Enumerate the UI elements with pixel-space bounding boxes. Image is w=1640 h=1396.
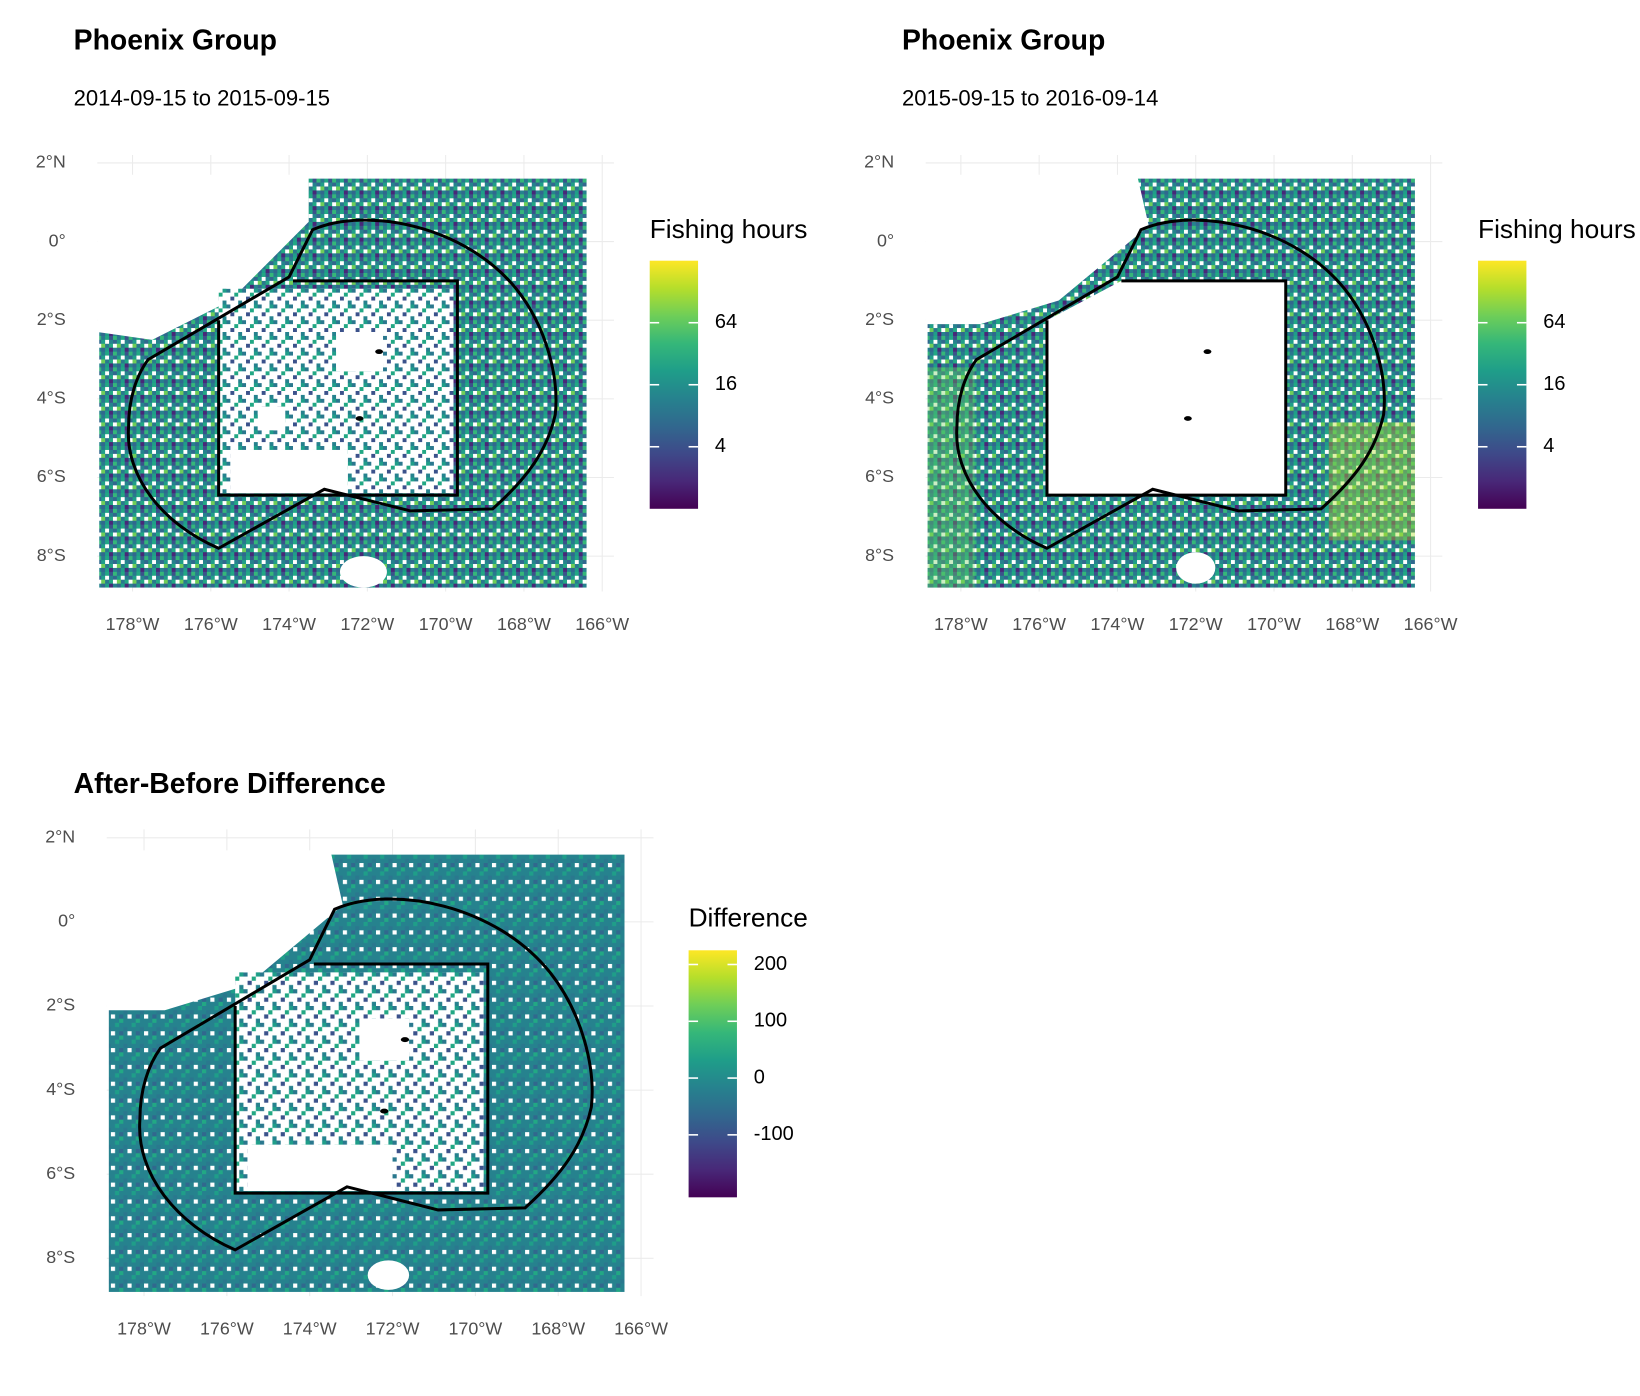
chart-title: Phoenix Group — [902, 25, 1105, 57]
map-layer — [926, 175, 1415, 588]
y-tick-label: 0° — [49, 230, 66, 250]
y-tick-label: 8°S — [865, 545, 894, 565]
y-tick-label: 4°S — [37, 388, 66, 408]
x-tick-label: 176°W — [184, 614, 238, 634]
x-tick-label: 178°W — [934, 614, 988, 634]
legend-tick-label: 0 — [754, 1066, 765, 1088]
x-tick-label: 172°W — [366, 1318, 420, 1338]
y-tick-label: 4°S — [865, 388, 894, 408]
x-tick-label: 166°W — [1404, 614, 1458, 634]
map-layer — [107, 850, 625, 1292]
y-tick-label: 6°S — [37, 466, 66, 486]
x-tick-label: 174°W — [283, 1318, 337, 1338]
chart-title: Phoenix Group — [74, 25, 277, 57]
x-tick-label: 166°W — [614, 1318, 668, 1338]
y-tick-label: 2°S — [37, 309, 66, 329]
x-tick-label: 178°W — [106, 614, 160, 634]
map-layer — [97, 175, 586, 588]
chart-title: After-Before Difference — [74, 768, 386, 800]
y-tick-label: 8°S — [46, 1247, 75, 1267]
x-tick-label: 172°W — [1169, 614, 1223, 634]
x-tick-label: 170°W — [448, 1318, 502, 1338]
legend-tick-label: 64 — [715, 311, 737, 333]
legend-title: Fishing hours — [650, 214, 808, 244]
chart-subtitle: 2014-09-15 to 2015-09-15 — [74, 86, 330, 111]
x-tick-label: 172°W — [340, 614, 394, 634]
legend-tick-label: 4 — [1543, 435, 1554, 457]
x-tick-label: 168°W — [497, 614, 551, 634]
x-tick-label: 168°W — [531, 1318, 585, 1338]
x-tick-label: 168°W — [1325, 614, 1379, 634]
legend-tick-label: 16 — [715, 373, 737, 395]
legend-tick-label: -100 — [754, 1123, 794, 1145]
colorbar — [688, 950, 737, 1198]
legend-tick-label: 16 — [1543, 373, 1565, 395]
legend-tick-label: 4 — [715, 435, 726, 457]
y-tick-label: 8°S — [37, 545, 66, 565]
y-tick-label: 2°S — [865, 309, 894, 329]
x-tick-label: 176°W — [1012, 614, 1066, 634]
legend-tick-label: 64 — [1543, 311, 1565, 333]
legend-title: Fishing hours — [1478, 214, 1636, 244]
legend-tick-label: 200 — [754, 953, 787, 975]
y-tick-label: 4°S — [46, 1079, 75, 1099]
x-tick-label: 170°W — [419, 614, 473, 634]
y-tick-label: 2°N — [864, 152, 894, 172]
y-tick-label: 0° — [877, 230, 894, 250]
y-tick-label: 2°S — [46, 995, 75, 1015]
y-tick-label: 6°S — [865, 466, 894, 486]
legend-title: Difference — [689, 903, 808, 933]
y-tick-label: 6°S — [46, 1163, 75, 1183]
x-tick-label: 178°W — [117, 1318, 171, 1338]
y-tick-label: 0° — [58, 911, 75, 931]
legend-tick-label: 100 — [754, 1010, 787, 1032]
x-tick-label: 170°W — [1247, 614, 1301, 634]
x-tick-label: 166°W — [575, 614, 629, 634]
y-tick-label: 2°N — [45, 827, 75, 847]
x-tick-label: 176°W — [200, 1318, 254, 1338]
x-tick-label: 174°W — [262, 614, 316, 634]
y-tick-label: 2°N — [36, 152, 66, 172]
x-tick-label: 174°W — [1091, 614, 1145, 634]
chart-subtitle: 2015-09-15 to 2016-09-14 — [902, 86, 1158, 111]
